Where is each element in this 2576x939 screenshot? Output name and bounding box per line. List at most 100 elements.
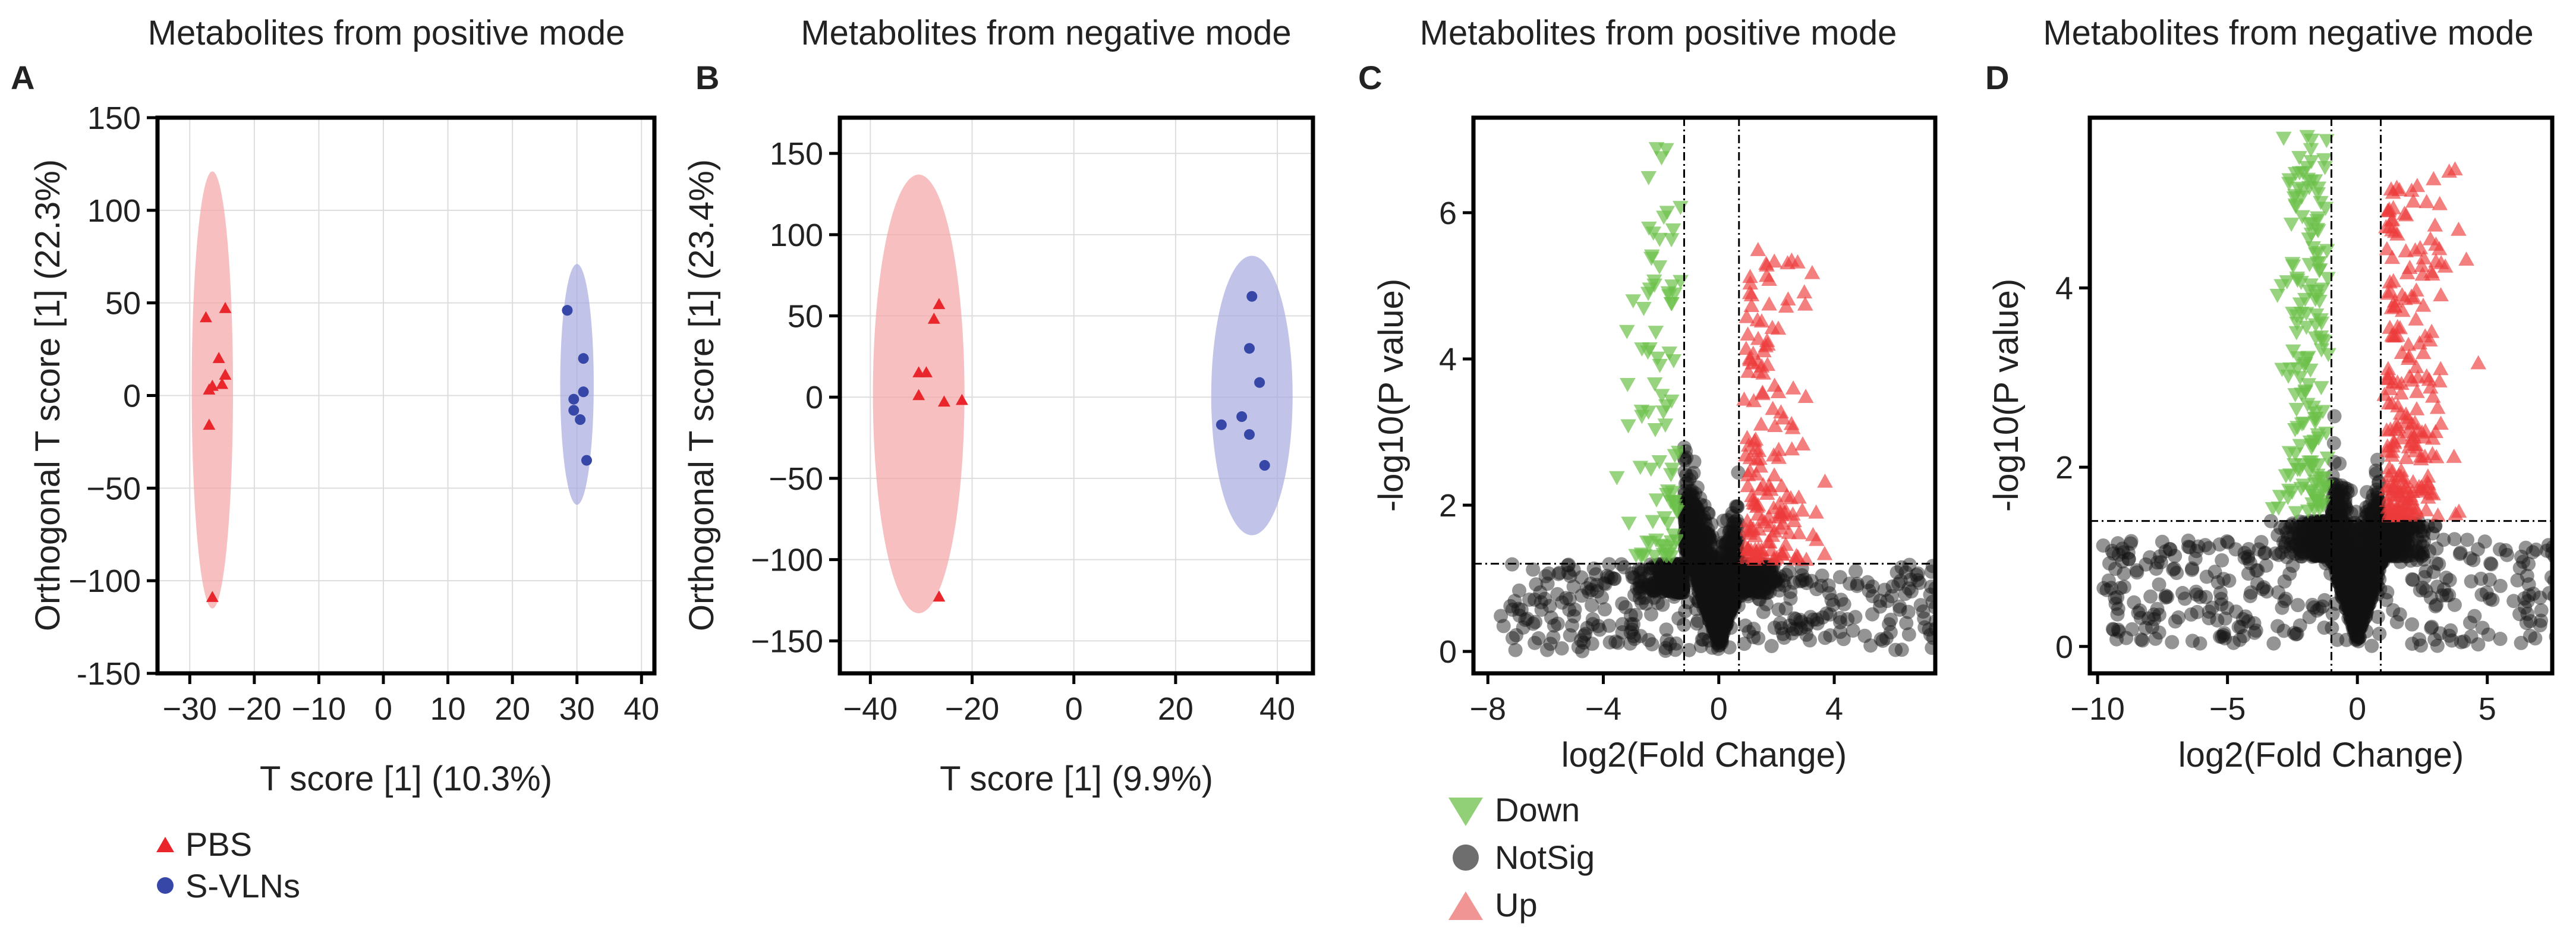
notsig-point (1712, 579, 1727, 594)
notsig-point (2363, 536, 2378, 551)
down-point (1663, 297, 1680, 311)
notsig-point (1689, 545, 1703, 560)
notsig-point (1743, 566, 1758, 581)
notsig-point (2332, 537, 2347, 552)
notsig-point (1695, 585, 1710, 600)
notsig-point (1702, 596, 1717, 611)
notsig-point (2134, 632, 2149, 647)
notsig-point (1689, 541, 1704, 556)
notsig-point (1696, 590, 1711, 604)
notsig-point (1917, 620, 1932, 635)
notsig-point (1711, 607, 1726, 622)
notsig-point (1706, 593, 1721, 607)
notsig-point (1676, 567, 1690, 582)
notsig-point (1699, 562, 1714, 576)
notsig-point (1690, 532, 1705, 547)
down-point (1665, 223, 1681, 238)
notsig-point (1715, 579, 1730, 594)
up-point (1749, 451, 1765, 466)
notsig-point (2312, 534, 2327, 549)
notsig-point (1732, 570, 1747, 585)
notsig-point (1692, 555, 1706, 570)
notsig-point (1644, 607, 1659, 622)
notsig-point (1671, 562, 1686, 576)
notsig-point (1653, 581, 1668, 596)
notsig-point (2360, 507, 2375, 522)
notsig-point (1834, 593, 1848, 607)
notsig-point (1719, 595, 1734, 610)
notsig-point (1689, 516, 1704, 531)
notsig-point (1696, 582, 1711, 597)
notsig-point (1713, 619, 1728, 634)
notsig-point (1717, 557, 1732, 572)
notsig-point (1703, 600, 1718, 615)
notsig-point (2361, 571, 2376, 585)
notsig-point (1661, 584, 1676, 598)
notsig-point (1691, 594, 1706, 609)
notsig-point (1697, 567, 1712, 582)
up-point (1775, 410, 1791, 425)
notsig-point (1719, 566, 1734, 581)
notsig-point (2266, 636, 2281, 651)
notsig-point (1661, 561, 1676, 576)
notsig-point (1678, 519, 1693, 534)
notsig-point (1700, 591, 1715, 606)
notsig-point (1705, 549, 1720, 563)
notsig-point (1698, 578, 1713, 593)
down-point (1648, 326, 1664, 340)
up-point (1747, 431, 1764, 446)
notsig-point (1711, 604, 1726, 619)
notsig-point (1718, 557, 1733, 572)
notsig-point (1668, 636, 1683, 651)
notsig-point (2338, 583, 2353, 598)
notsig-point (1726, 546, 1741, 561)
notsig-point (1737, 582, 1752, 597)
notsig-point (1699, 563, 1714, 578)
notsig-point (1679, 535, 1694, 550)
notsig-point (1724, 582, 1739, 597)
notsig-point (1706, 594, 1721, 609)
down-point (1625, 294, 1642, 309)
notsig-point (1708, 616, 1722, 631)
notsig-point (1692, 533, 1707, 548)
notsig-point (1692, 547, 1707, 562)
notsig-point (1724, 572, 1739, 587)
notsig-point (1721, 554, 1736, 569)
notsig-point (1718, 609, 1733, 624)
notsig-point (1711, 618, 1725, 633)
up-point (1756, 343, 1772, 358)
notsig-point (2562, 583, 2576, 597)
notsig-point (1724, 578, 1739, 593)
notsig-point (1695, 549, 1710, 564)
notsig-point (2338, 564, 2353, 579)
notsig-point (1708, 625, 1723, 640)
notsig-point (1627, 631, 1642, 646)
notsig-point (1682, 506, 1697, 521)
notsig-point (1706, 583, 1721, 598)
notsig-point (1708, 585, 1722, 600)
notsig-point (2395, 539, 2410, 554)
notsig-point (1714, 625, 1729, 639)
notsig-point (1706, 609, 1721, 624)
x-tick-label: 0 (1065, 691, 1083, 727)
notsig-point (1709, 593, 1724, 608)
notsig-point (1742, 572, 1756, 587)
notsig-point (1722, 578, 1737, 593)
notsig-point (1717, 526, 1731, 541)
notsig-point (1698, 517, 1713, 532)
notsig-point (1733, 565, 1747, 580)
notsig-point (1563, 628, 1577, 642)
notsig-point (1683, 547, 1698, 562)
notsig-point (1733, 562, 1747, 576)
notsig-point (1718, 580, 1733, 595)
down-point (1648, 493, 1665, 508)
notsig-point (1700, 525, 1715, 540)
notsig-point (1760, 585, 1775, 600)
notsig-point (1758, 565, 1773, 579)
notsig-point (1693, 576, 1708, 591)
y-tick-label: 50 (788, 299, 823, 335)
notsig-point (1670, 568, 1685, 583)
notsig-point (1558, 591, 1573, 606)
notsig-point (1718, 613, 1733, 628)
